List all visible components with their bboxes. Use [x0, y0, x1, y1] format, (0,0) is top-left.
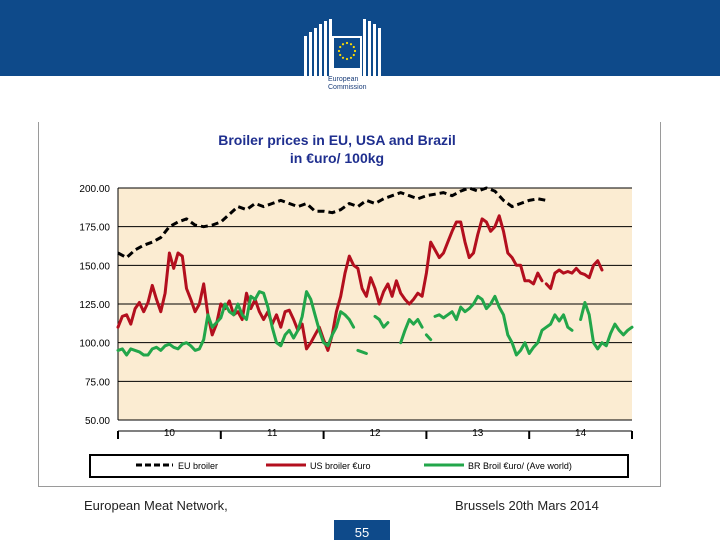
chart-subtitle: in €uro/ 100kg: [290, 150, 384, 166]
x-tick-label: 13: [472, 428, 484, 439]
y-tick-label: 125.00: [79, 300, 110, 311]
legend-label-eu: EU broiler: [178, 461, 218, 471]
series-line: [579, 301, 634, 351]
series-line: [399, 318, 424, 345]
y-tick-label: 100.00: [79, 339, 110, 350]
series-line: [373, 314, 390, 329]
gridlines: [117, 187, 632, 421]
x-tick-label: 11: [267, 428, 278, 439]
x-tick-label: 10: [164, 428, 176, 439]
series-line: [433, 294, 574, 357]
org-name: European Commission: [328, 76, 388, 92]
broiler-price-chart: Broiler prices in EU, USA and Brazil in …: [79, 132, 634, 478]
y-tick-label: 75.00: [85, 377, 110, 388]
y-tick-label: 175.00: [79, 223, 110, 234]
org-line1: European: [328, 76, 359, 83]
org-line2: Commission: [328, 84, 367, 91]
legend: EU broiler US broiler €uro BR Broil €uro…: [89, 454, 629, 478]
eu-stars-icon: [337, 41, 357, 61]
legend-label-br: BR Broil €uro/ (Ave world): [468, 461, 572, 471]
chart-title: Broiler prices in EU, USA and Brazil: [218, 132, 456, 148]
series-2: [116, 290, 634, 357]
y-tick-label: 150.00: [79, 261, 110, 272]
y-axis-ticks: 200.00 175.00 150.00 125.00 100.00 75.00 50.00: [79, 184, 110, 427]
y-tick-label: 50.00: [85, 416, 110, 427]
y-tick-label: 200.00: [79, 184, 110, 195]
legend-label-us: US broiler €uro: [310, 461, 371, 471]
series-layer: [116, 186, 634, 357]
series-line: [117, 186, 547, 260]
series-line: [424, 333, 433, 342]
x-tick-label: 14: [575, 428, 587, 439]
page-number: 55: [334, 520, 390, 540]
series-line: [116, 290, 356, 357]
footer-left: European Meat Network,: [84, 498, 228, 513]
series-line: [356, 348, 368, 355]
footer-right: Brussels 20th Mars 2014: [455, 498, 599, 513]
x-axis: 10 11 12 13 14: [117, 428, 633, 439]
x-tick-label: 12: [369, 428, 381, 439]
legend-box: [89, 454, 629, 478]
series-0: [117, 186, 547, 260]
building-stripes-icon: [304, 19, 381, 76]
series-line: [544, 259, 604, 290]
european-commission-logo: [304, 19, 381, 76]
